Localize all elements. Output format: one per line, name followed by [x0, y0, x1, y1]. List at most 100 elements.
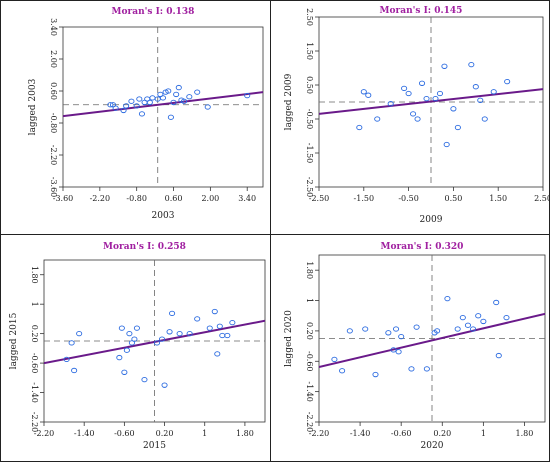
data-point — [405, 90, 412, 97]
y-axis-label: lagged 2009 — [284, 73, 294, 130]
x-tick-label: 0.50 — [444, 194, 462, 203]
data-point — [167, 114, 174, 120]
x-tick-label: 2.00 — [201, 194, 219, 203]
data-point — [136, 96, 143, 102]
x-tick-label: 1 — [481, 429, 486, 438]
data-point — [128, 98, 135, 104]
data-point — [206, 325, 213, 331]
regression-line — [319, 88, 543, 115]
scatter-chart-2020: Moran's I: 0.320 -2.20 -1.40 -0.60 0.20 1 1.80… — [284, 242, 546, 451]
data-point — [459, 314, 466, 321]
data-point — [219, 332, 226, 339]
y-tick-label: 2.50 — [305, 8, 314, 26]
data-point — [408, 366, 415, 372]
data-point — [186, 94, 193, 100]
data-point — [176, 330, 183, 337]
data-point — [443, 141, 450, 148]
data-point — [186, 330, 193, 337]
x-tick-label: 1 — [202, 429, 207, 438]
chart-title: Moran's I: 0.138 — [112, 7, 195, 17]
data-point — [141, 377, 148, 383]
data-point — [112, 105, 119, 111]
data-point — [123, 103, 130, 109]
data-point — [146, 99, 153, 106]
data-point — [390, 347, 397, 353]
y-tick-label: -0.50 — [305, 109, 314, 130]
data-point — [170, 99, 177, 106]
data-point — [331, 356, 338, 363]
data-point — [365, 92, 372, 98]
panel-2020: Moran's I: 0.320 -2.20 -1.40 -0.60 0.20 1 1.80… — [271, 235, 546, 466]
scatter-chart-2009: Moran's I: 0.145 -2.50 -1.50 -0.50 0.50 1.50 2… — [284, 6, 550, 225]
data-point — [158, 336, 166, 342]
y-tick-label: -1.40 — [30, 382, 39, 403]
data-point — [116, 354, 123, 361]
x-tick-label: 0.20 — [156, 429, 174, 438]
plot-area — [62, 26, 264, 188]
data-point — [204, 104, 211, 110]
x-tick-label: -1.40 — [74, 429, 95, 438]
x-tick-label: -2.50 — [309, 194, 330, 203]
y-tick-label: 1 — [30, 302, 39, 307]
y-tick-label: -2.20 — [30, 412, 39, 433]
x-tick-label: -2.20 — [309, 429, 330, 438]
data-point — [76, 330, 83, 337]
y-tick-label: -2.20 — [305, 412, 314, 433]
data-point — [118, 325, 125, 331]
data-point — [120, 107, 127, 114]
data-point — [385, 330, 392, 336]
data-point — [346, 328, 353, 334]
data-point — [165, 88, 172, 94]
y-tick-label: -0.60 — [305, 351, 314, 372]
y-tick-label: -2.50 — [305, 177, 314, 198]
data-point — [121, 369, 128, 375]
x-tick-label: -3.60 — [53, 194, 74, 203]
data-point — [454, 124, 461, 131]
regression-line — [319, 312, 545, 368]
panel-2009: Moran's I: 0.145 -2.50 -1.50 -0.50 0.50 1.50 2… — [271, 0, 550, 231]
data-point — [472, 84, 479, 90]
panel-2015: Moran's I: 0.258 -2.20 -1.40 -0.60 0.20 1 1.80… — [0, 235, 275, 466]
x-tick-label: 0.20 — [433, 429, 451, 438]
y-tick-label: 1 — [305, 298, 314, 303]
y-tick-label: 1.80 — [305, 261, 314, 279]
y-axis-label: lagged 2015 — [9, 312, 19, 369]
data-point — [216, 323, 223, 329]
data-point — [356, 124, 363, 131]
x-tick-label: -1.50 — [354, 194, 375, 203]
data-point — [401, 85, 408, 92]
data-point — [149, 95, 156, 101]
x-tick-label: 3.40 — [238, 194, 256, 203]
data-point — [450, 106, 457, 112]
data-point — [161, 382, 168, 388]
data-point — [224, 332, 231, 339]
data-point — [166, 329, 173, 335]
data-point — [362, 326, 369, 332]
y-tick-label: 0.20 — [30, 325, 39, 343]
data-point — [392, 326, 400, 332]
data-point — [181, 98, 188, 104]
y-tick-label: 1.80 — [30, 266, 39, 284]
data-point — [123, 347, 130, 353]
data-point — [387, 101, 394, 107]
data-point — [360, 89, 367, 95]
data-point — [480, 318, 487, 325]
y-tick-label: 0.20 — [305, 322, 314, 340]
y-tick-label: 3.40 — [49, 18, 58, 36]
y-axis-label: lagged 2020 — [284, 310, 294, 367]
data-point — [504, 78, 511, 85]
data-point — [464, 322, 472, 328]
panel-2003: Moran's I: 0.138 -3.60 -2.20 -0.80 0.60 2.00 3… — [0, 0, 275, 231]
scatter-chart-2003: Moran's I: 0.138 -3.60 -2.20 -0.80 0.60 2.00 3… — [28, 7, 264, 221]
data-point — [153, 340, 161, 346]
data-point — [138, 111, 145, 117]
chart-title: Moran's I: 0.258 — [103, 242, 186, 252]
data-point — [444, 295, 451, 302]
x-tick-label: -0.60 — [114, 429, 135, 438]
data-point — [169, 310, 176, 317]
regression-line — [63, 91, 263, 118]
y-tick-label: -3.60 — [49, 177, 58, 198]
x-tick-label: -0.60 — [391, 429, 412, 438]
x-tick-label: -0.80 — [126, 194, 147, 203]
y-tick-label: -0.80 — [49, 113, 58, 134]
